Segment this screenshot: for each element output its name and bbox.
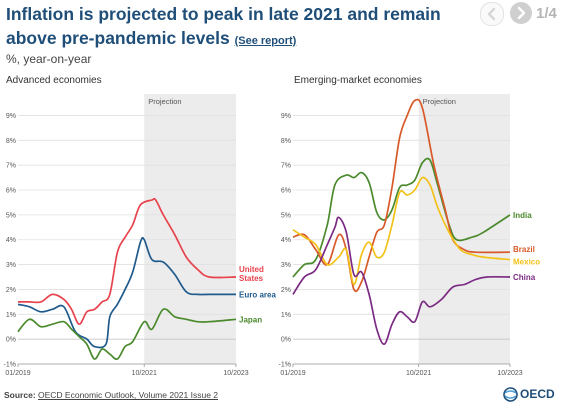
series-label-mexico: Mexico bbox=[513, 258, 540, 267]
source-prefix: Source: bbox=[4, 390, 39, 400]
charts-area: Advanced economies Projection -1% 0% 1% 2% 3% 4… bbox=[4, 75, 541, 377]
series-label-line: India bbox=[513, 211, 532, 220]
series-label-line: Brazil bbox=[513, 245, 535, 254]
y-tick-label: 1% bbox=[281, 312, 291, 319]
y-tick-label: 2% bbox=[6, 287, 16, 294]
y-tick-label: 4% bbox=[281, 237, 291, 244]
advanced-economies-panel: Advanced economies Projection -1% 0% 1% 2% 3% 4… bbox=[4, 75, 277, 377]
panel-title: Emerging-market economies bbox=[294, 75, 422, 86]
x-tick-label: 10/2023 bbox=[223, 370, 248, 377]
y-tick-label: 2% bbox=[281, 287, 291, 294]
previous-slide-button[interactable] bbox=[480, 2, 504, 26]
chevron-left-icon bbox=[487, 7, 496, 21]
y-tick-label: 7% bbox=[281, 163, 291, 170]
y-tick-label: 5% bbox=[281, 212, 291, 219]
series-label-line: Euro area bbox=[239, 290, 276, 299]
y-tick-label: 9% bbox=[6, 113, 16, 120]
series-label-line: Japan bbox=[239, 315, 262, 324]
series-line-united-states bbox=[17, 197, 237, 326]
y-tick-label: 8% bbox=[6, 138, 16, 145]
series-label-china: China bbox=[513, 273, 536, 282]
series-line-mexico bbox=[292, 176, 511, 286]
x-tick-label: 10/2021 bbox=[132, 370, 157, 377]
series-label-united-states: United States bbox=[239, 265, 264, 283]
source-note: Source: OECD Economic Outlook, Volume 20… bbox=[4, 390, 218, 400]
series-label-india: India bbox=[513, 211, 532, 220]
see-report-link[interactable]: (See report) bbox=[234, 35, 297, 47]
x-tick-label: 01/2019 bbox=[5, 370, 30, 377]
chart-title-text: Inflation is projected to peak in late 2… bbox=[6, 4, 441, 48]
y-tick-label: 9% bbox=[281, 113, 291, 120]
chevron-right-icon bbox=[517, 6, 526, 20]
next-slide-button[interactable] bbox=[510, 2, 532, 24]
series-label-japan: Japan bbox=[239, 315, 262, 324]
series-label-brazil: Brazil bbox=[513, 245, 535, 254]
oecd-globe-icon bbox=[503, 387, 518, 402]
series-line-india bbox=[292, 157, 511, 278]
y-tick-label: 6% bbox=[6, 188, 16, 195]
oecd-logo-text: OECD bbox=[520, 387, 555, 401]
chart-subtitle: %, year-on-year bbox=[6, 52, 92, 66]
emerging-economies-panel: Emerging-market economies Projection -1% 0%… bbox=[279, 75, 541, 377]
series-line-euro-area bbox=[17, 236, 236, 349]
slide-counter: 1/4 bbox=[536, 5, 557, 22]
y-tick-label: 1% bbox=[6, 312, 16, 319]
projection-band bbox=[418, 94, 510, 364]
projection-label: Projection bbox=[148, 97, 181, 106]
series-line-japan bbox=[17, 308, 237, 361]
x-tick-label: 01/2019 bbox=[280, 370, 305, 377]
y-tick-label: 6% bbox=[281, 188, 291, 195]
y-tick-label: 4% bbox=[6, 237, 16, 244]
y-tick-label: -1% bbox=[279, 362, 291, 369]
series-label-euro-area: Euro area bbox=[239, 290, 276, 299]
projection-band bbox=[144, 94, 236, 364]
y-tick-label: 7% bbox=[6, 163, 16, 170]
x-tick-label: 10/2021 bbox=[406, 370, 431, 377]
source-link[interactable]: OECD Economic Outlook, Volume 2021 Issue… bbox=[38, 390, 219, 400]
series-line-china bbox=[292, 216, 511, 345]
series-line-brazil bbox=[292, 98, 511, 293]
series-label-line: States bbox=[239, 274, 264, 283]
y-tick-label: 3% bbox=[281, 262, 291, 269]
y-tick-label: 0% bbox=[281, 337, 291, 344]
series-label-line: United bbox=[239, 265, 264, 274]
y-tick-label: 8% bbox=[281, 138, 291, 145]
projection-label: Projection bbox=[423, 97, 456, 106]
series-label-line: Mexico bbox=[513, 258, 540, 267]
y-tick-label: 0% bbox=[6, 337, 16, 344]
series-label-line: China bbox=[513, 273, 536, 282]
y-tick-label: 3% bbox=[6, 262, 16, 269]
slide-pager: 1/4 bbox=[480, 2, 564, 26]
oecd-logo: OECD bbox=[503, 387, 565, 403]
x-tick-label: 10/2023 bbox=[497, 370, 522, 377]
y-tick-label: -1% bbox=[4, 362, 16, 369]
chart-title: Inflation is projected to peak in late 2… bbox=[6, 2, 476, 53]
y-tick-label: 5% bbox=[6, 212, 16, 219]
panel-title: Advanced economies bbox=[6, 75, 102, 86]
